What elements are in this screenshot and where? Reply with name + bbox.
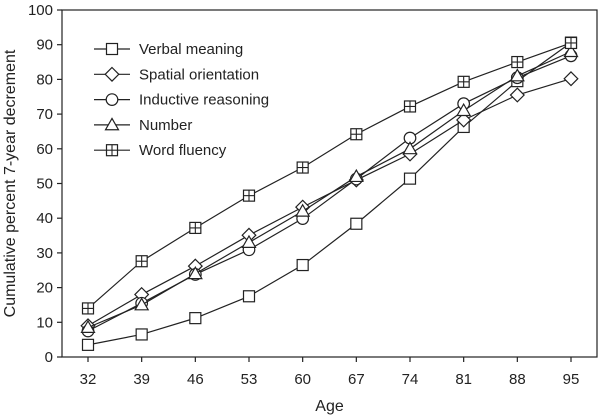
data-point-triangle [348, 168, 364, 183]
x-tick-label: 60 [294, 371, 311, 388]
data-point-triangle [104, 117, 120, 131]
data-point-diamond [104, 66, 120, 82]
data-point-circle [105, 93, 119, 106]
x-tick-label: 88 [509, 371, 526, 388]
data-point-square [242, 290, 256, 303]
legend-label: Inductive reasoning [139, 92, 269, 109]
series-layer [80, 36, 579, 351]
data-point-square [135, 328, 148, 341]
series-group [80, 43, 579, 333]
data-point-square [81, 338, 95, 351]
data-point-diamond [509, 87, 525, 103]
legend-label: Spatial orientation [139, 66, 259, 83]
data-point-square-cross [135, 255, 148, 268]
series-group [80, 71, 579, 334]
data-point-diamond [456, 112, 472, 128]
data-point-square-cross [564, 36, 578, 50]
series-line [87, 42, 572, 309]
data-point-triangle [80, 319, 96, 333]
y-tick-label: 20 [36, 280, 53, 297]
y-tick-label: 40 [36, 210, 53, 227]
data-point-square-cross [350, 128, 363, 141]
x-tick-label: 39 [133, 371, 150, 388]
x-tick-label: 81 [455, 371, 472, 388]
legend-entry: Word fluency [94, 142, 227, 159]
legend-label: Number [139, 117, 192, 134]
data-point-triangle [295, 203, 311, 217]
y-tick-label: 10 [36, 314, 53, 331]
data-point-triangle [402, 141, 418, 155]
x-tick-label: 32 [80, 371, 97, 388]
data-point-square-cross [403, 100, 417, 113]
x-tick-label: 95 [563, 371, 580, 388]
legend: Verbal meaning Spatial orientation Inducti… [94, 41, 269, 159]
data-point-diamond [563, 71, 579, 87]
x-axis-title: Age [315, 398, 344, 415]
data-point-triangle [509, 68, 525, 82]
data-point-square-cross [189, 221, 202, 235]
y-tick-label: 0 [45, 349, 53, 366]
legend-entry: Spatial orientation [94, 66, 259, 83]
y-axis-ticks: 0 10 20 30 40 50 60 70 80 90 100 [28, 2, 62, 366]
x-tick-label: 74 [402, 371, 419, 388]
data-point-square [189, 312, 202, 325]
y-axis-title: Cumulative percent 7-year decrement [2, 49, 19, 317]
series-line [87, 42, 572, 346]
x-tick-label: 67 [348, 371, 365, 388]
data-point-square-cross [242, 189, 256, 202]
data-point-square [105, 42, 119, 56]
data-point-square-cross [296, 161, 309, 174]
data-point-triangle [241, 234, 257, 248]
y-tick-label: 80 [36, 71, 53, 88]
data-point-square [296, 258, 309, 272]
series-line [87, 51, 572, 329]
data-point-triangle [456, 102, 472, 117]
y-tick-label: 90 [36, 37, 53, 54]
data-point-square-cross [457, 75, 470, 88]
y-tick-label: 50 [36, 176, 53, 193]
x-tick-label: 53 [241, 371, 258, 388]
legend-entry: Verbal meaning [94, 41, 243, 58]
x-tick-label: 46 [187, 371, 204, 388]
data-point-square-cross [511, 55, 524, 69]
data-point-triangle [563, 43, 579, 58]
data-point-triangle [134, 297, 150, 311]
data-point-square [350, 217, 363, 230]
y-tick-label: 30 [36, 245, 53, 262]
data-point-square [403, 172, 417, 185]
y-tick-label: 70 [36, 106, 53, 123]
data-point-square-cross [105, 144, 119, 157]
legend-entry: Number [94, 117, 192, 134]
legend-label: Verbal meaning [139, 41, 243, 58]
y-tick-label: 100 [28, 2, 53, 19]
data-point-square-cross [81, 302, 95, 315]
legend-label: Word fluency [139, 142, 227, 159]
series-line [87, 78, 572, 327]
y-tick-label: 60 [36, 141, 53, 158]
data-point-triangle [187, 266, 203, 280]
legend-entry: Inductive reasoning [94, 92, 269, 109]
series-group [81, 36, 578, 315]
x-axis-ticks: 32 39 46 53 60 67 74 81 88 95 [80, 357, 580, 388]
